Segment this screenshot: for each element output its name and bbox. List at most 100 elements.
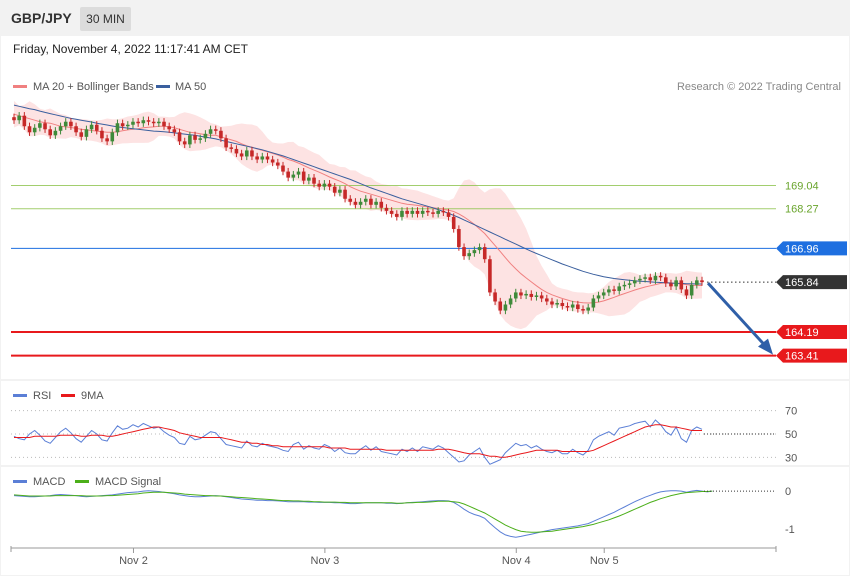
candle-body xyxy=(89,124,94,130)
candle-body xyxy=(426,210,430,213)
rsi-tick-50: 50 xyxy=(785,429,797,441)
candle-body xyxy=(219,130,223,139)
candle-body xyxy=(607,289,611,293)
candle-body xyxy=(446,212,451,217)
candle-body xyxy=(317,183,322,187)
candle-body xyxy=(286,171,290,178)
candle-body xyxy=(488,259,492,293)
candle-body xyxy=(115,123,120,133)
candle-body xyxy=(301,171,306,181)
ma50-line xyxy=(13,104,702,285)
candle-body xyxy=(591,298,596,308)
macd-tick--1: -1 xyxy=(785,524,795,536)
candle-body xyxy=(12,117,16,121)
candle-body xyxy=(451,216,456,229)
candle-body xyxy=(141,120,146,124)
candle-body xyxy=(343,189,347,199)
candle-body xyxy=(431,212,435,214)
candle-body xyxy=(151,121,156,124)
candle-body xyxy=(627,283,632,285)
candle-body xyxy=(32,127,37,133)
legend-9ma-swatch xyxy=(61,394,75,397)
candle-body xyxy=(291,174,296,178)
candle-body xyxy=(38,123,42,128)
legend-rsi-swatch xyxy=(13,394,27,397)
timestamp: Friday, November 4, 2022 11:17:41 AM CET xyxy=(13,42,249,56)
candle-body xyxy=(244,150,249,157)
candle-body xyxy=(369,198,373,205)
candle-body xyxy=(643,277,647,279)
legend-9ma-label: 9MA xyxy=(81,390,104,402)
candle-body xyxy=(410,210,415,214)
candle-body xyxy=(586,307,590,311)
candle-body xyxy=(472,250,477,254)
x-tick-label: Nov 5 xyxy=(590,555,619,567)
candle-body xyxy=(389,210,394,214)
candle-body xyxy=(576,304,580,310)
candle-body xyxy=(679,280,684,290)
candle-body xyxy=(700,280,704,283)
legend-ma20-swatch xyxy=(13,85,27,88)
candle-body xyxy=(229,147,234,149)
candle-body xyxy=(581,309,585,311)
candle-body xyxy=(307,177,311,181)
candle-body xyxy=(276,162,280,166)
candle-body xyxy=(193,135,197,140)
candle-body xyxy=(508,298,513,305)
x-tick-label: Nov 4 xyxy=(502,555,531,567)
candle-body xyxy=(167,126,171,130)
candle-body xyxy=(120,123,125,127)
candle-body xyxy=(612,289,616,291)
level-label-1: 169.04 xyxy=(785,180,819,192)
candle-body xyxy=(110,132,115,142)
candle-body xyxy=(327,183,332,187)
candle-body xyxy=(322,183,327,187)
candle-body xyxy=(146,120,151,122)
candle-body xyxy=(400,210,404,217)
rsi-tick-70: 70 xyxy=(785,406,797,418)
candle-body xyxy=(565,306,570,308)
candle-body xyxy=(255,156,259,160)
forecast-arrow-shaft xyxy=(706,282,768,348)
candle-body xyxy=(94,124,99,131)
level-label-3: 166.96 xyxy=(785,243,819,255)
candle-body xyxy=(638,278,642,281)
candle-body xyxy=(648,277,653,281)
candle-body xyxy=(105,138,109,142)
candle-body xyxy=(281,165,285,172)
candle-body xyxy=(332,186,337,193)
rsi-tick-30: 30 xyxy=(785,452,797,464)
candle-body xyxy=(695,280,699,285)
candle-body xyxy=(224,138,228,148)
candle-body xyxy=(84,129,89,137)
rsi-series-rsi xyxy=(13,419,703,465)
candle-body xyxy=(436,210,440,214)
candle-body xyxy=(74,126,78,133)
candle-body xyxy=(477,247,482,251)
x-tick-label: Nov 2 xyxy=(119,555,148,567)
legend-macd-signal-swatch xyxy=(75,480,89,483)
candle-body xyxy=(348,198,353,202)
forecast-arrow-head xyxy=(758,338,773,355)
candle-body xyxy=(441,210,446,213)
timeframe-button[interactable]: 30 MIN xyxy=(80,7,131,31)
candle-body xyxy=(69,121,73,127)
candle-body xyxy=(545,298,549,302)
candle-body xyxy=(213,129,218,131)
rsi-series-9ma xyxy=(14,424,702,458)
candle-body xyxy=(126,124,130,127)
candle-body xyxy=(674,280,678,287)
candle-body xyxy=(208,129,213,134)
macd-series-macd xyxy=(13,489,713,538)
legend-ma50-swatch xyxy=(156,85,170,88)
candle-body xyxy=(394,213,399,217)
candle-body xyxy=(250,150,254,157)
candle-body xyxy=(658,275,663,278)
candle-body xyxy=(384,207,389,211)
candle-body xyxy=(172,129,177,133)
candle-body xyxy=(234,148,239,154)
legend-macd-signal-label: MACD Signal xyxy=(95,476,161,488)
candle-body xyxy=(265,156,270,160)
bollinger-band xyxy=(14,100,702,330)
